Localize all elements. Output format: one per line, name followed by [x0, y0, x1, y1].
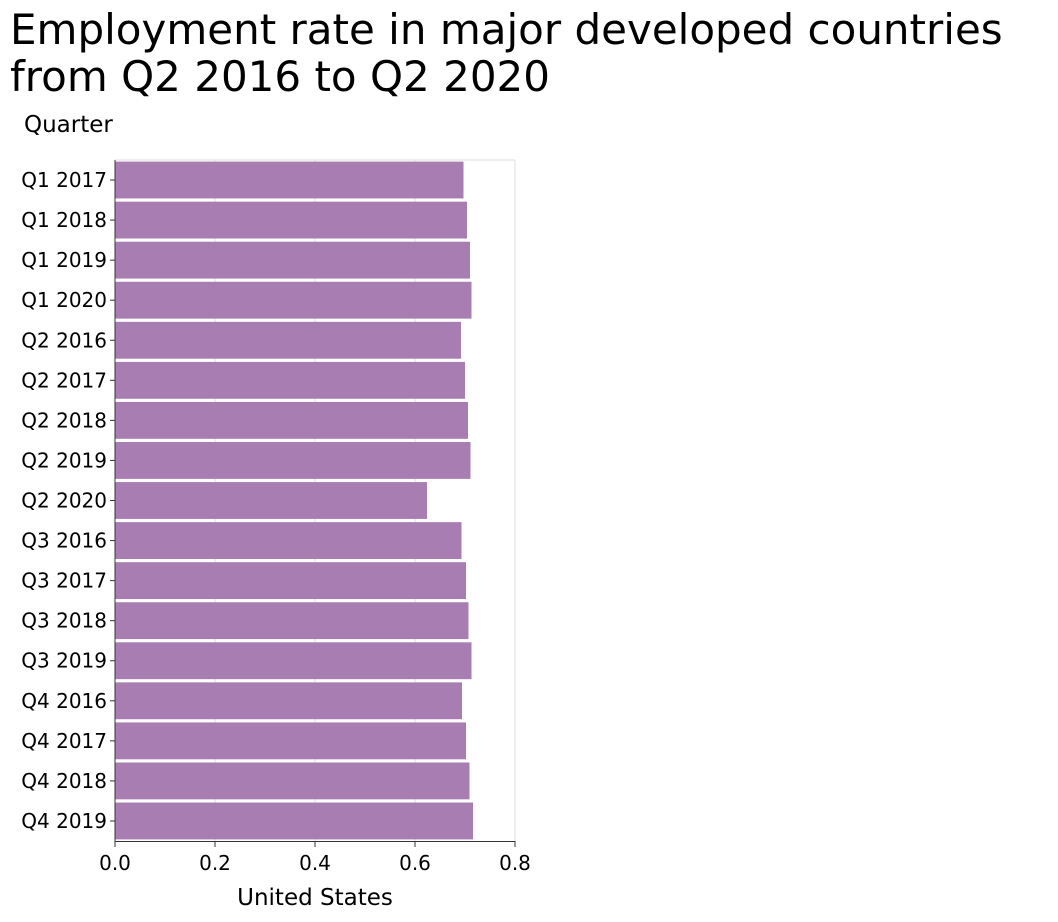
bars-layer	[115, 161, 473, 840]
bar	[115, 361, 465, 399]
bar	[115, 401, 468, 439]
bar	[115, 562, 466, 600]
bar	[115, 522, 462, 559]
chart-title-line-1: Employment rate in major developed count…	[10, 5, 1003, 54]
bar	[115, 321, 461, 359]
x-tick-label: 0.8	[499, 851, 531, 875]
bar	[115, 161, 464, 199]
y-tick-label: Q1 2020	[21, 288, 107, 312]
x-tick-label: 0.0	[99, 851, 131, 875]
bar	[115, 602, 469, 640]
y-tick-label: Q2 2020	[21, 489, 107, 513]
y-tick-label: Q1 2019	[21, 248, 107, 272]
bar	[115, 642, 472, 680]
bar	[115, 722, 466, 760]
y-tick-label: Q2 2019	[21, 448, 107, 472]
y-axis-label: Quarter	[24, 112, 113, 138]
y-tick-label: Q4 2017	[21, 729, 107, 753]
axes-layer: Q1 2017 Q1 2018 Q1 2019 Q1 2020 Q2 2016 Q2 20…	[21, 160, 531, 875]
y-tick-label: Q4 2016	[21, 689, 107, 713]
chart-title: Employment rate in major developed count…	[10, 6, 1050, 100]
y-tick-label: Q2 2017	[21, 368, 107, 392]
y-tick-label: Q3 2019	[21, 649, 107, 673]
y-tick-label: Q2 2018	[21, 408, 107, 432]
bar	[115, 762, 470, 800]
x-axis-label: United States	[237, 885, 393, 911]
y-tick-label: Q3 2017	[21, 569, 107, 593]
bar	[115, 281, 472, 319]
bar	[115, 682, 462, 720]
y-tick-label: Q3 2016	[21, 529, 107, 553]
y-tick-label: Q1 2018	[21, 208, 107, 232]
chart-title-line-2: from Q2 2016 to Q2 2020	[10, 52, 550, 101]
bar	[115, 241, 470, 279]
y-tick-label: Q4 2019	[21, 809, 107, 833]
y-tick-label: Q4 2018	[21, 769, 107, 793]
x-tick-label: 0.6	[399, 851, 431, 875]
x-tick-label: 0.2	[199, 851, 231, 875]
bar	[115, 802, 473, 840]
bar	[115, 442, 471, 479]
x-tick-label: 0.4	[299, 851, 331, 875]
bar	[115, 482, 427, 519]
y-tick-label: Q3 2018	[21, 609, 107, 633]
y-tick-label: Q2 2016	[21, 328, 107, 352]
bar	[115, 201, 467, 239]
y-tick-label: Q1 2017	[21, 168, 107, 192]
